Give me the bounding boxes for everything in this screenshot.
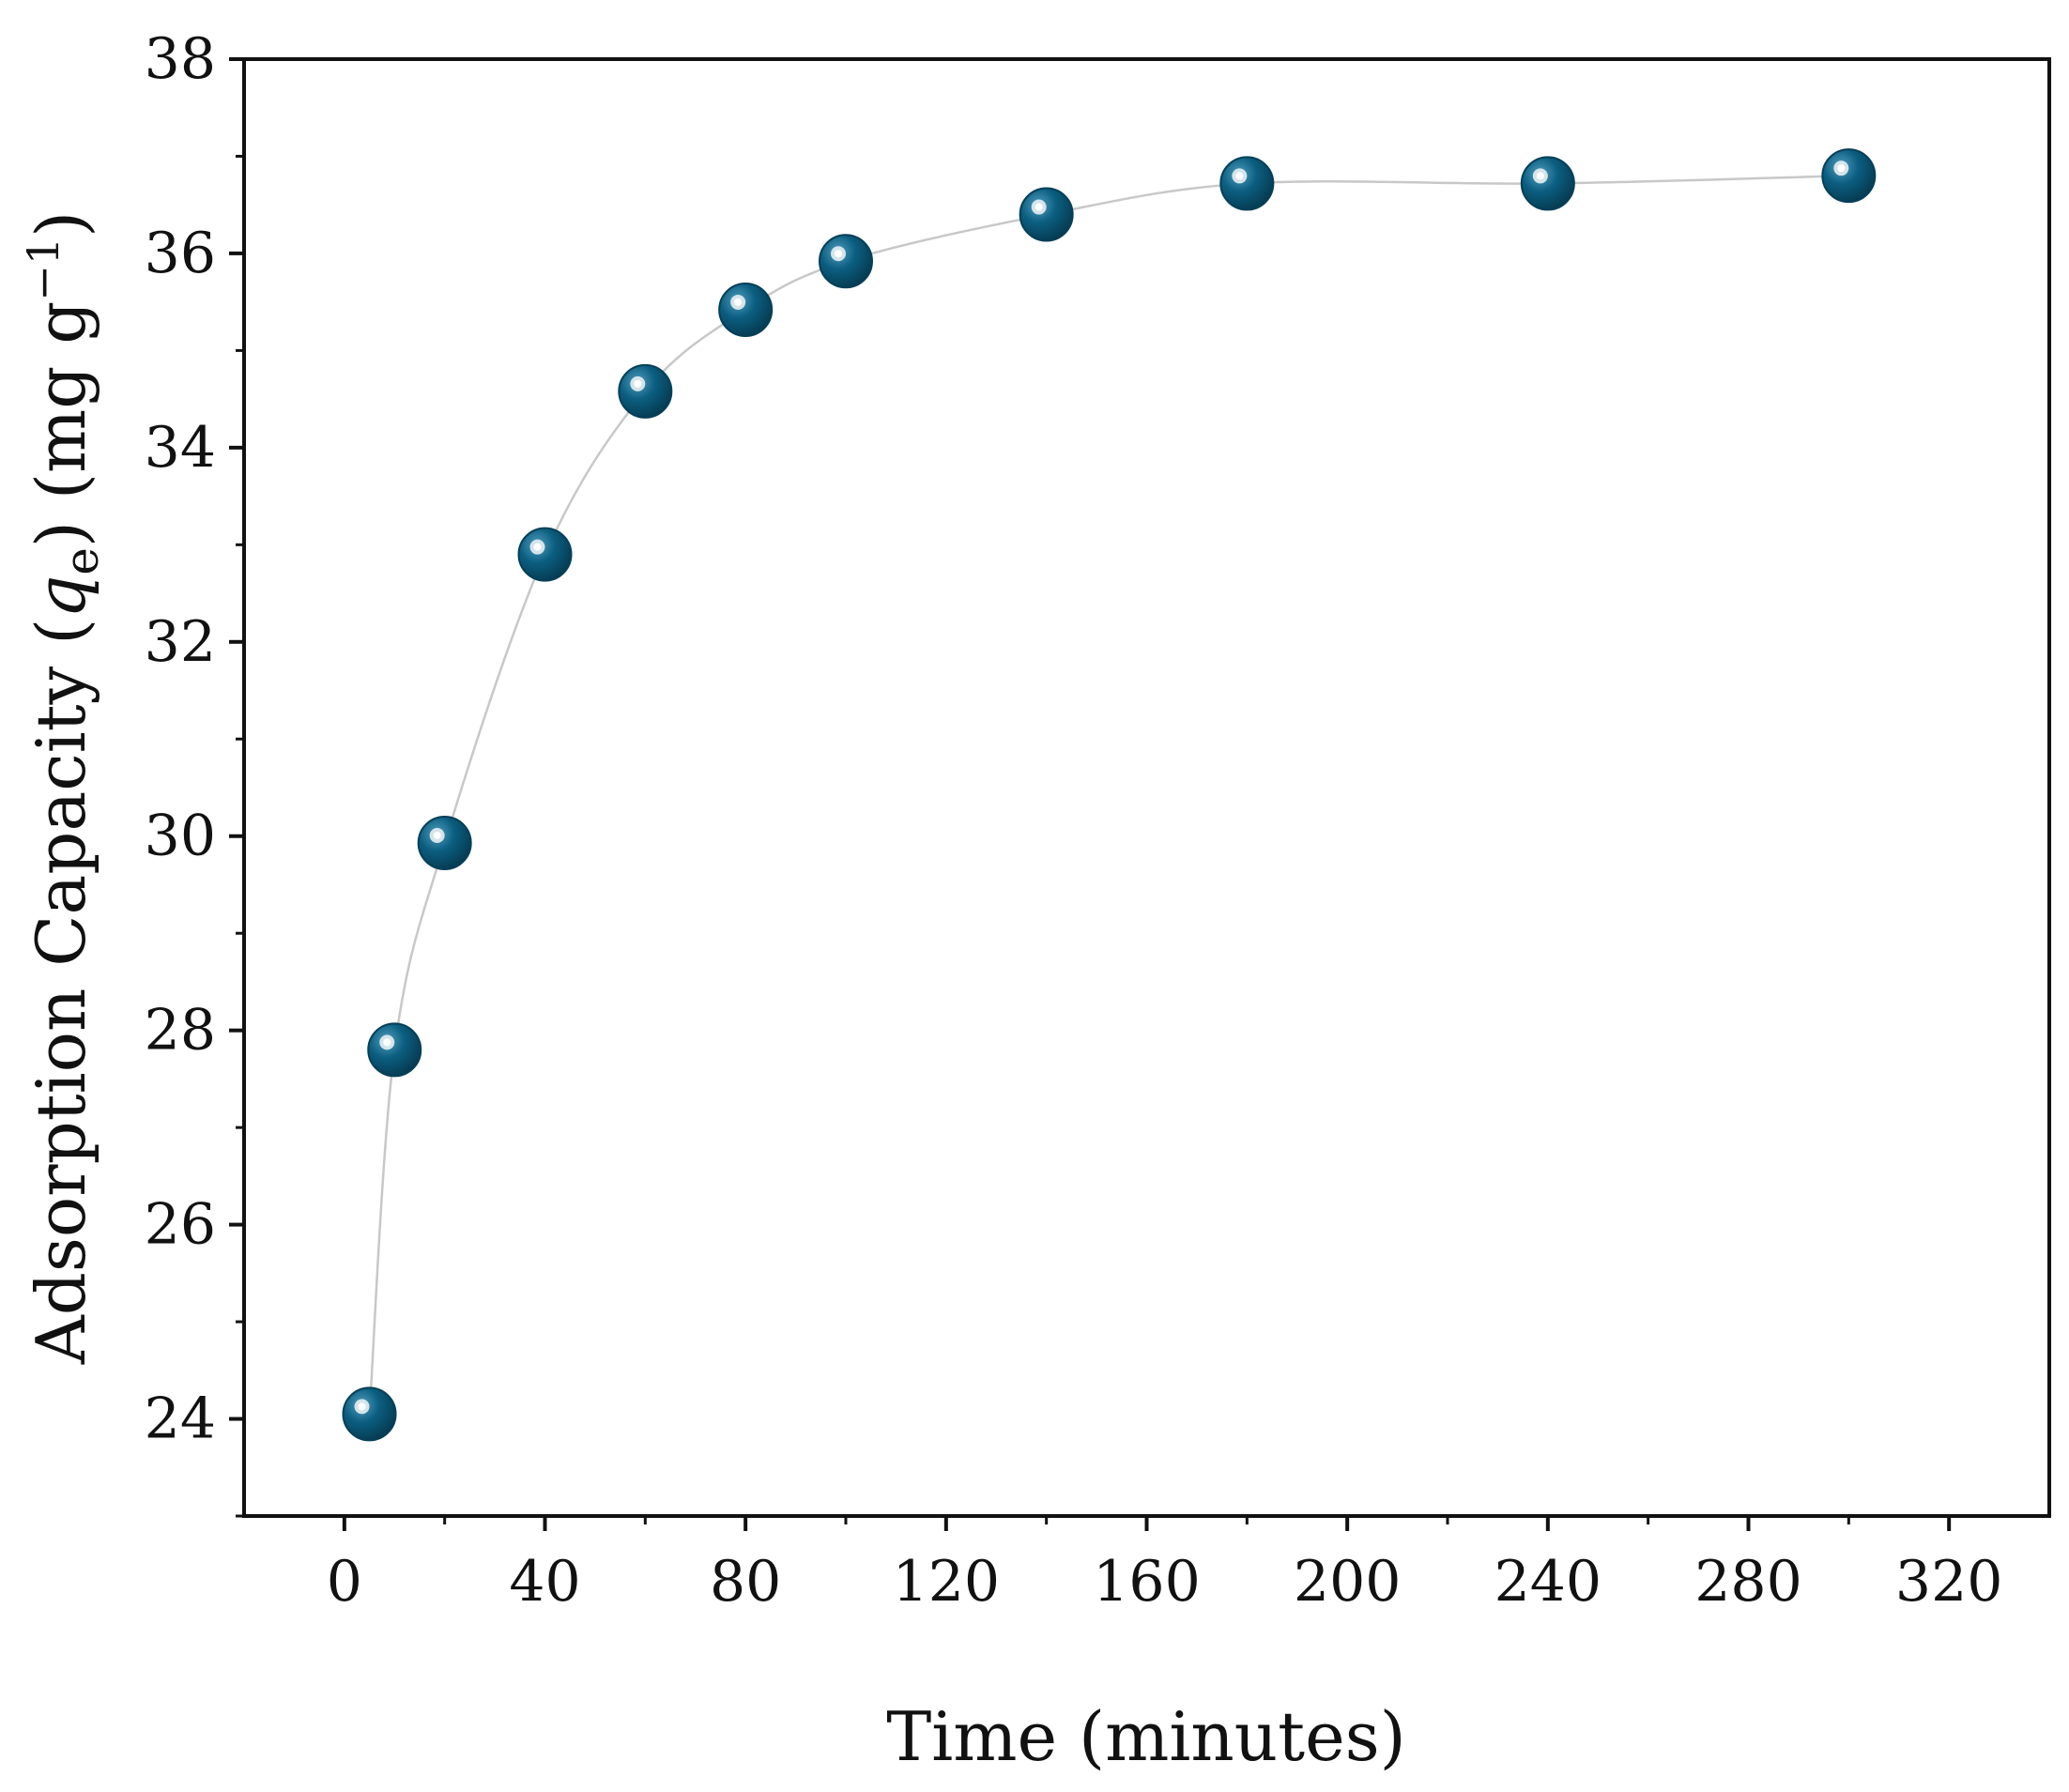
fit-curve-layer bbox=[368, 174, 1849, 1415]
x-tick-label: 40 bbox=[509, 1549, 580, 1615]
x-tick-label: 280 bbox=[1694, 1549, 1802, 1615]
y-axis-title-symbol: q bbox=[22, 575, 100, 619]
y-axis-title-suffix: ) (mg g bbox=[22, 301, 100, 547]
x-tick-label: 160 bbox=[1093, 1549, 1201, 1615]
data-point bbox=[1019, 187, 1074, 242]
x-tick-label: 240 bbox=[1494, 1549, 1602, 1615]
y-axis-title-subscript: e bbox=[54, 547, 109, 575]
y-tick-label: 30 bbox=[145, 804, 216, 869]
y-tick-label: 36 bbox=[145, 221, 216, 286]
x-tick-label: 0 bbox=[327, 1549, 362, 1615]
data-point bbox=[342, 1386, 397, 1442]
x-tick-label: 320 bbox=[1895, 1549, 2003, 1615]
plot-frame bbox=[242, 57, 2051, 1518]
y-tick-label: 38 bbox=[145, 26, 216, 92]
data-point bbox=[367, 1022, 422, 1078]
data-point bbox=[517, 527, 573, 582]
x-tick-label: 120 bbox=[893, 1549, 1001, 1615]
x-tick-label: 200 bbox=[1294, 1549, 1402, 1615]
data-point bbox=[618, 363, 673, 419]
y-tick-label: 32 bbox=[145, 609, 216, 675]
data-point bbox=[1219, 156, 1275, 211]
y-axis-ticks: 24 26 28 30 32 34 36 38 bbox=[145, 26, 244, 1518]
data-point bbox=[718, 282, 774, 337]
y-axis-title-prefix: Adsorption Capacity ( bbox=[22, 619, 100, 1365]
fit-curve bbox=[368, 174, 1849, 1415]
data-points bbox=[342, 148, 1877, 1442]
y-tick-label: 34 bbox=[145, 415, 216, 481]
y-axis-title-superscript: −1 bbox=[18, 237, 69, 301]
x-axis-ticks: 0 40 80 120 160 200 240 280 320 bbox=[327, 1516, 2003, 1615]
data-point bbox=[819, 234, 873, 289]
y-tick-label: 24 bbox=[145, 1386, 216, 1452]
x-tick-label: 80 bbox=[710, 1549, 781, 1615]
x-axis-title: Time (minutes) bbox=[886, 1697, 1406, 1776]
y-axis-title-close: ) bbox=[22, 211, 100, 237]
y-axis-title: Adsorption Capacity (qe) (mg g−1) bbox=[18, 211, 109, 1365]
data-point bbox=[1821, 148, 1877, 204]
y-tick-label: 26 bbox=[145, 1192, 216, 1258]
y-tick-label: 28 bbox=[145, 998, 216, 1064]
data-point bbox=[417, 815, 472, 870]
data-point bbox=[1520, 156, 1575, 211]
